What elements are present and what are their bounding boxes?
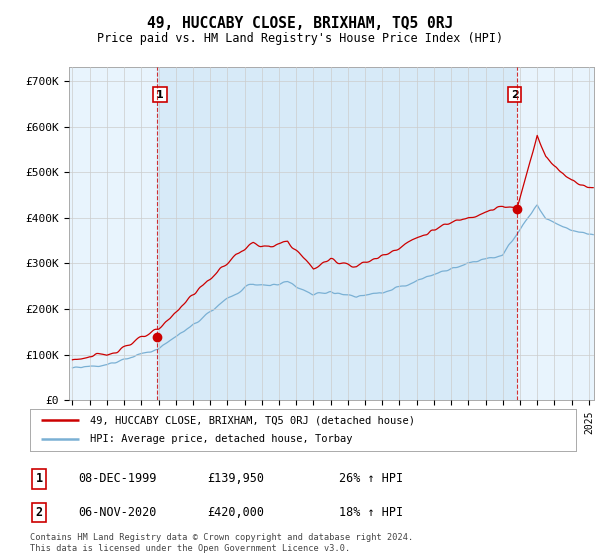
Text: 49, HUCCABY CLOSE, BRIXHAM, TQ5 0RJ (detached house): 49, HUCCABY CLOSE, BRIXHAM, TQ5 0RJ (det… <box>90 415 415 425</box>
Text: £139,950: £139,950 <box>207 472 264 486</box>
Text: Price paid vs. HM Land Registry's House Price Index (HPI): Price paid vs. HM Land Registry's House … <box>97 31 503 45</box>
Text: £420,000: £420,000 <box>207 506 264 519</box>
Text: 06-NOV-2020: 06-NOV-2020 <box>78 506 157 519</box>
Text: 26% ↑ HPI: 26% ↑ HPI <box>339 472 403 486</box>
Bar <box>157 67 517 400</box>
Text: Contains HM Land Registry data © Crown copyright and database right 2024.
This d: Contains HM Land Registry data © Crown c… <box>30 533 413 553</box>
Text: 2: 2 <box>511 90 518 100</box>
Text: HPI: Average price, detached house, Torbay: HPI: Average price, detached house, Torb… <box>90 435 353 445</box>
Text: 08-DEC-1999: 08-DEC-1999 <box>78 472 157 486</box>
Text: 1: 1 <box>35 472 43 486</box>
Text: 2: 2 <box>35 506 43 519</box>
Text: 18% ↑ HPI: 18% ↑ HPI <box>339 506 403 519</box>
Text: 1: 1 <box>156 90 164 100</box>
Text: 49, HUCCABY CLOSE, BRIXHAM, TQ5 0RJ: 49, HUCCABY CLOSE, BRIXHAM, TQ5 0RJ <box>147 16 453 31</box>
